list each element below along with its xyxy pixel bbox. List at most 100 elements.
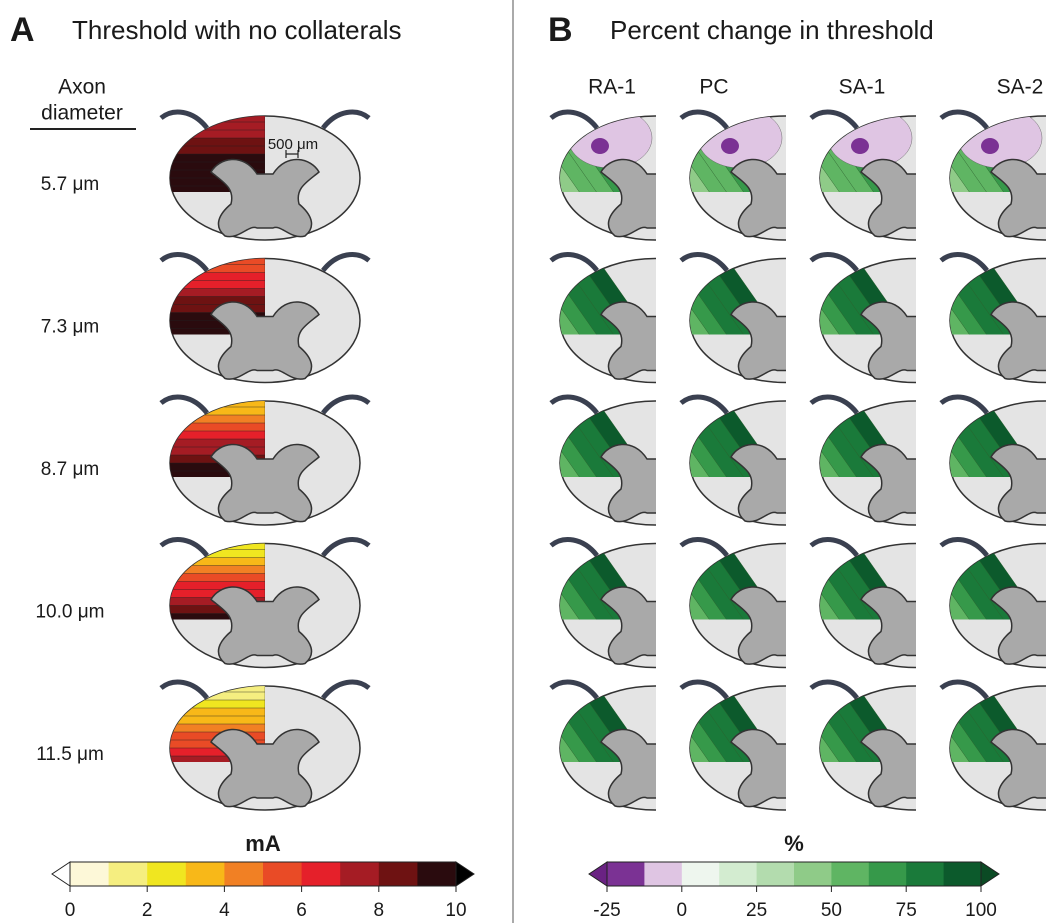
contour-band: [820, 258, 915, 335]
contour-band: [170, 422, 265, 433]
contour-band: [560, 258, 655, 335]
grey-matter: [210, 301, 320, 380]
contour-band: [170, 258, 265, 266]
colorbar-under: [51, 861, 71, 887]
cross-section: [159, 252, 371, 384]
dorsal-root: [939, 252, 989, 273]
contour-band: [820, 543, 915, 620]
dorsal-root: [159, 252, 209, 273]
threshold-map: [690, 543, 785, 620]
contour-band: [692, 543, 785, 620]
dorsal-root: [809, 679, 859, 700]
contour-band: [560, 686, 655, 762]
contour-band: [690, 543, 785, 620]
scale-bar: [285, 150, 299, 158]
grey-matter: [730, 443, 786, 523]
panel-title: Percent change in threshold: [610, 15, 934, 45]
colorbar-tick-label: 100: [965, 900, 997, 921]
contour-band: [950, 258, 1045, 335]
grey-matter: [730, 586, 786, 665]
contour-band: [690, 686, 785, 762]
colorbar-segment: [378, 862, 418, 886]
grey-matter: [600, 443, 656, 523]
grey-matter: [860, 586, 916, 665]
dorsal-root: [321, 109, 371, 130]
contour-band: [820, 686, 915, 762]
grey-matter: [600, 728, 656, 808]
contour-band: [952, 686, 1045, 762]
grey-matter: [600, 586, 656, 665]
colorbar-segment: [831, 862, 870, 886]
row-header: diameter: [41, 102, 123, 125]
cross-section: [159, 679, 371, 811]
contour-band: [560, 116, 655, 192]
contour-band: [170, 414, 265, 425]
contour-band: [170, 699, 265, 710]
contour-band: [170, 543, 265, 551]
colorbar-segment: [147, 862, 187, 886]
threshold-map: [560, 401, 655, 477]
dorsal-root: [809, 109, 859, 130]
contour-band: [170, 406, 265, 417]
contour-band: [820, 258, 915, 335]
contour-band: [170, 264, 265, 274]
dorsal-root: [159, 109, 209, 130]
contour-band: [170, 438, 265, 449]
dorsal-root: [549, 252, 599, 273]
row-label: 5.7 μm: [41, 174, 99, 195]
colorbar-tick-label: 8: [374, 900, 385, 921]
cross-section: [159, 537, 371, 669]
contour-band: [560, 686, 655, 762]
contour-band: [170, 565, 265, 575]
contour-band: [822, 686, 915, 762]
grey-matter: [210, 728, 320, 808]
contour-band: [170, 153, 265, 164]
colorbar-under: [588, 861, 608, 887]
contour-band: [692, 401, 785, 477]
grey-matter: [730, 301, 786, 380]
colorbar-segment: [644, 862, 683, 886]
dorsal-root: [679, 679, 729, 700]
cross-section: [549, 394, 656, 526]
contour-band: [170, 715, 265, 726]
threshold-map: [560, 258, 655, 335]
dorsal-root: [939, 537, 989, 558]
cross-section: [679, 537, 786, 669]
contour-band: [170, 137, 265, 148]
dorsal-root: [549, 394, 599, 415]
colorbar-tick-label: -25: [593, 900, 620, 921]
contour-band: [690, 401, 785, 477]
contour-band: [170, 723, 265, 734]
colorbar-segment: [607, 862, 645, 886]
contour-band: [170, 328, 265, 335]
contour-band: [170, 288, 265, 298]
cross-section: [549, 679, 656, 811]
cross-section: [679, 109, 786, 241]
grey-matter: [600, 158, 656, 238]
dorsal-root: [321, 252, 371, 273]
colorbar-over: [455, 861, 475, 887]
contour-band: [170, 707, 265, 718]
colorbar-tick-label: 25: [746, 900, 767, 921]
cross-section: [939, 537, 1046, 669]
contour-band: [820, 686, 915, 762]
colorbar-segment: [943, 862, 982, 886]
grey-matter: [990, 728, 1046, 808]
grey-matter: [990, 158, 1046, 238]
contour-band: [170, 272, 265, 282]
row-label: 11.5 μm: [36, 744, 104, 765]
panel-label: B: [548, 11, 573, 49]
threshold-map: [820, 543, 915, 620]
colorbar-segment: [868, 862, 907, 886]
threshold-map: [820, 686, 915, 762]
contour-band: [952, 258, 1045, 335]
row-header: Axon: [58, 76, 106, 99]
colorbar-tick-label: 2: [142, 900, 153, 921]
contour-band: [170, 145, 265, 156]
colorbar-segment: [794, 862, 832, 886]
colorbar-segment: [185, 862, 225, 886]
threshold-map: [950, 543, 1045, 620]
column-label: SA-1: [839, 76, 886, 99]
colorbar-segment: [417, 862, 457, 886]
contour-band: [950, 116, 1045, 192]
